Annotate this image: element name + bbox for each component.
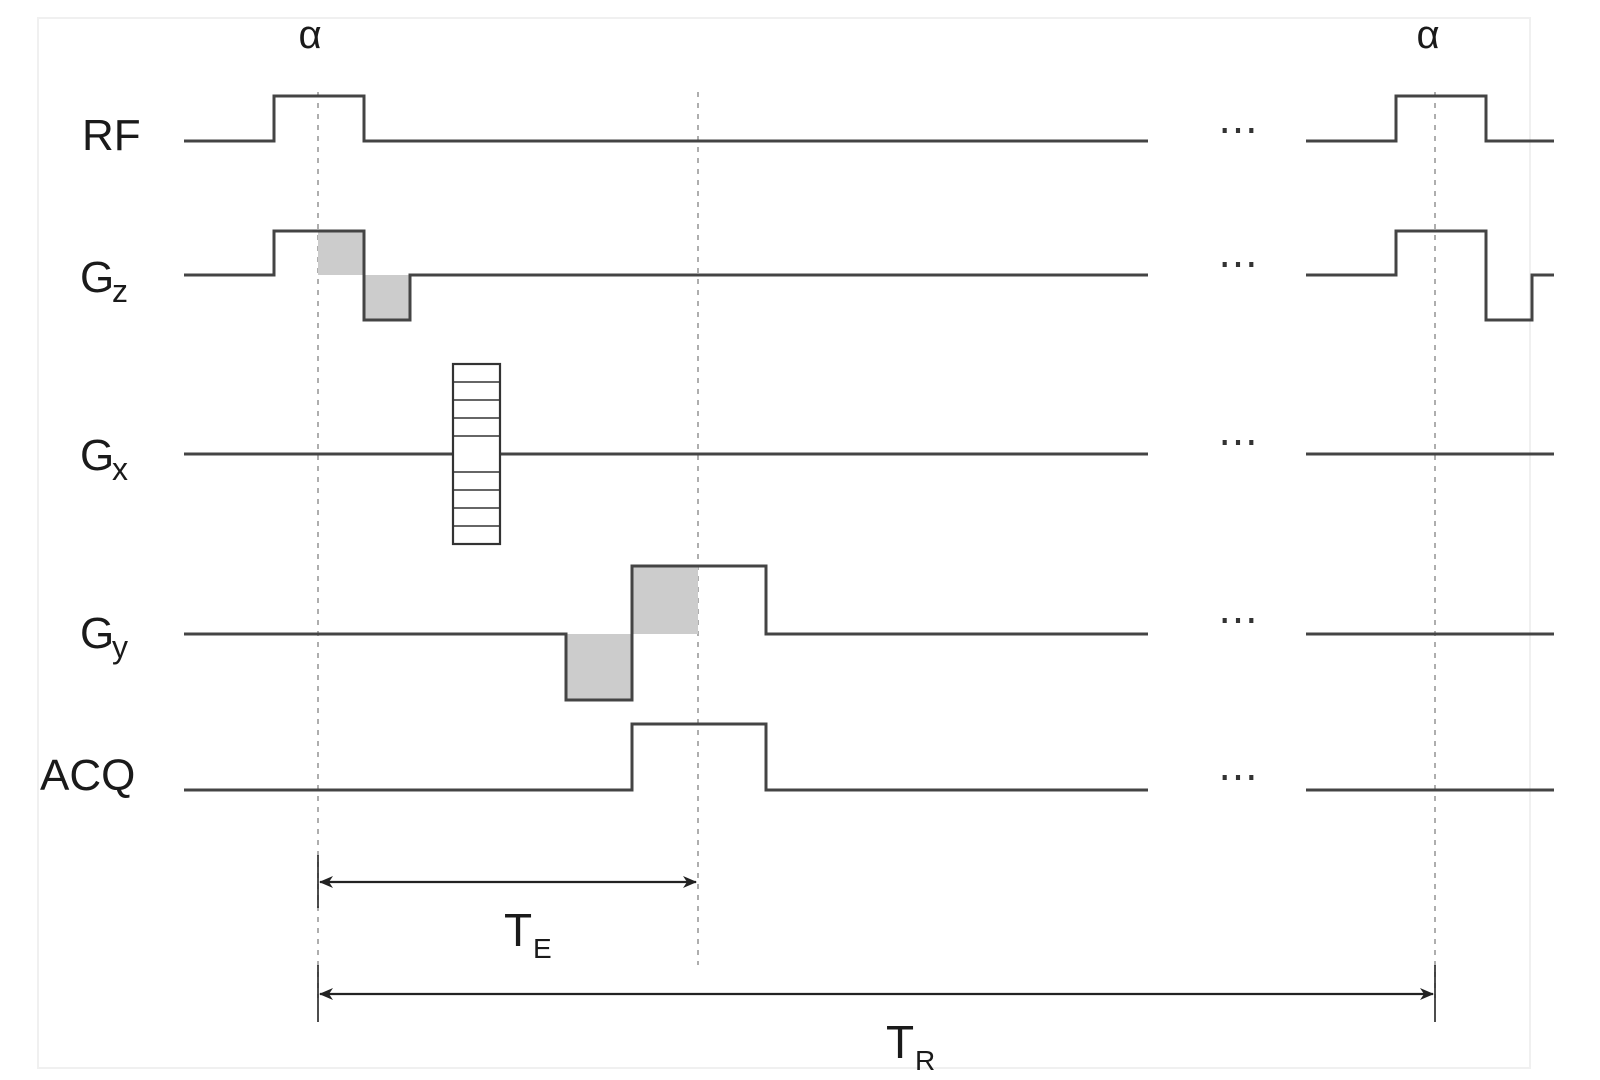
gz-channel-label: G z (80, 253, 128, 309)
gy-label-main: G (80, 609, 114, 658)
gz-continuation-dots: ⋯ (1218, 242, 1258, 286)
flip-angle-label-left: α (298, 13, 321, 57)
acq-waveform-left (184, 722, 1148, 792)
rf-waveform-left (184, 94, 1148, 143)
frame-border (37, 17, 1531, 1069)
gx-label-sub: x (112, 451, 128, 487)
gx-continuation-dots: ⋯ (1218, 420, 1258, 464)
phase-encode-box (451, 362, 502, 546)
gy-readout-shade (632, 566, 698, 634)
gz-label-main: G (80, 253, 114, 302)
tr-label-main: T (886, 1016, 914, 1068)
rf-waveform-right (1306, 94, 1554, 143)
gx-channel-label: G x (80, 431, 128, 487)
rf-continuation-dots: ⋯ (1218, 108, 1258, 152)
te-label-sub: E (533, 933, 552, 964)
gy-dephase-shade (566, 634, 632, 700)
tr-label-sub: R (915, 1045, 935, 1076)
gy-label-sub: y (112, 629, 128, 665)
tr-interval: T R (317, 965, 1436, 1076)
gy-waveform-left (184, 564, 1148, 702)
gz-label-sub: z (112, 273, 128, 309)
te-interval: T E (317, 855, 697, 964)
gz-refocus-shade (364, 275, 410, 319)
te-label-main: T (504, 904, 532, 956)
flip-angle-label-right: α (1416, 13, 1439, 57)
gx-label-main: G (80, 431, 114, 480)
gy-continuation-dots: ⋯ (1218, 598, 1258, 642)
rf-channel-label: RF (82, 111, 141, 160)
gz-slice-rewind-shade (318, 231, 364, 275)
acq-channel-label: ACQ (40, 751, 135, 800)
gz-waveform-right (1306, 229, 1554, 322)
gy-channel-label: G y (80, 609, 128, 665)
gz-waveform-left (184, 229, 1148, 322)
phase-encode-table (451, 362, 502, 546)
acq-continuation-dots: ⋯ (1218, 755, 1258, 799)
